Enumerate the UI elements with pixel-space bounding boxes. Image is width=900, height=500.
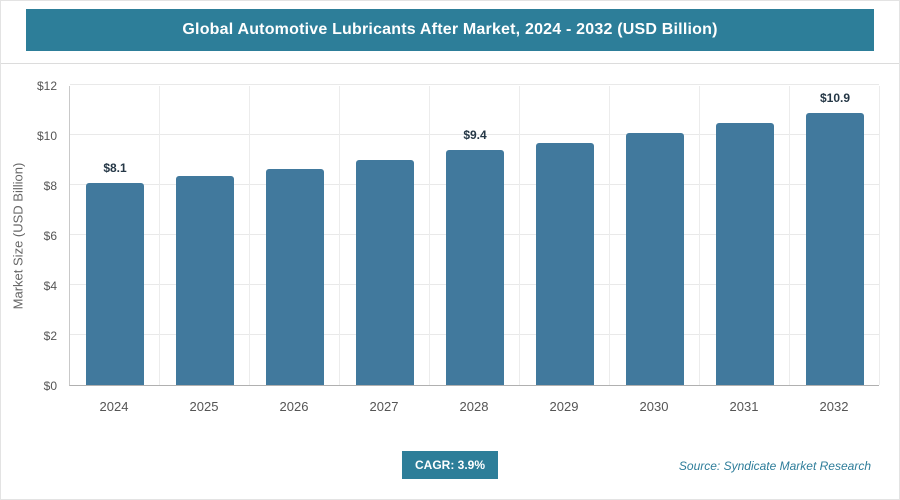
gridline-vertical xyxy=(159,86,160,385)
bar-column: $8.1 xyxy=(70,86,160,385)
bar-2024[interactable] xyxy=(86,182,144,385)
gridline-vertical xyxy=(249,86,250,385)
x-tick-label: 2028 xyxy=(459,399,489,414)
bar-column xyxy=(250,86,340,385)
y-axis-ticks: $0 $2 $4 $6 $8 $10 $12 xyxy=(1,79,63,393)
bar-2031[interactable] xyxy=(716,122,774,385)
x-tick-label: 2025 xyxy=(189,399,219,414)
bar-column xyxy=(160,86,250,385)
y-tick-label: $6 xyxy=(43,229,57,243)
bar-2025[interactable] xyxy=(176,176,234,385)
bar-2026[interactable] xyxy=(266,168,324,385)
chart-title: Global Automotive Lubricants After Marke… xyxy=(182,21,718,38)
bar-2032[interactable] xyxy=(806,112,864,385)
x-axis-labels: 2024 2025 2026 2027 2028 2029 2030 2031 2032 xyxy=(69,393,879,414)
bar-2027[interactable] xyxy=(356,160,414,385)
gridline-vertical xyxy=(879,86,880,385)
bar-value-label: $10.9 xyxy=(819,90,851,105)
bar-column: $9.4 xyxy=(430,86,520,385)
header-divider xyxy=(1,63,899,64)
gridline-vertical xyxy=(699,86,700,385)
gridline-horizontal xyxy=(70,134,879,135)
source-note: Source: Syndicate Market Research xyxy=(678,459,871,473)
x-tick-label: 2026 xyxy=(279,399,309,414)
y-tick-label: $4 xyxy=(43,279,57,293)
bar-2029[interactable] xyxy=(536,142,594,385)
gridline-vertical xyxy=(429,86,430,385)
bar-column xyxy=(700,86,790,385)
y-tick-label: $10 xyxy=(36,129,57,143)
bar-value-label: $8.1 xyxy=(103,160,127,175)
cagr-badge: CAGR: 3.9% xyxy=(401,451,499,479)
bar-column xyxy=(610,86,700,385)
x-tick-label: 2031 xyxy=(729,399,759,414)
gridline-vertical xyxy=(339,86,340,385)
gridline-vertical xyxy=(519,86,520,385)
gridline-vertical xyxy=(789,86,790,385)
gridline-vertical xyxy=(609,86,610,385)
bar-column: $10.9 xyxy=(790,86,880,385)
bar-column xyxy=(520,86,610,385)
bar-2028[interactable] xyxy=(446,150,504,385)
x-tick-label: 2029 xyxy=(549,399,579,414)
y-tick-label: $2 xyxy=(43,329,57,343)
bar-column xyxy=(340,86,430,385)
x-tick-label: 2030 xyxy=(639,399,669,414)
bar-value-label: $9.4 xyxy=(463,128,487,142)
bar-2030[interactable] xyxy=(626,132,684,385)
x-tick-label: 2032 xyxy=(819,399,849,414)
y-tick-label: $12 xyxy=(36,79,57,93)
gridline-horizontal xyxy=(70,84,879,85)
chart-title-bar: Global Automotive Lubricants After Marke… xyxy=(26,9,874,51)
x-tick-label: 2024 xyxy=(99,399,129,414)
y-tick-label: $0 xyxy=(43,379,57,393)
y-tick-label: $8 xyxy=(43,179,57,193)
x-tick-label: 2027 xyxy=(369,399,399,414)
plot-area: $8.1 $9.4 $10.9 xyxy=(69,84,880,386)
